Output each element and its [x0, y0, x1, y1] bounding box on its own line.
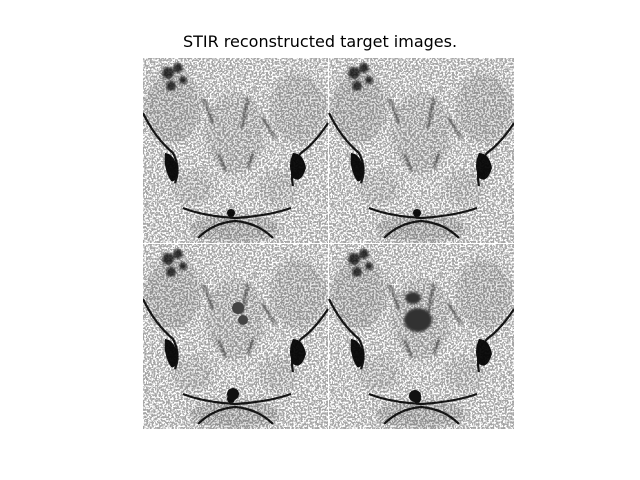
panel-top-right: [329, 58, 514, 243]
panel-bottom-right: [329, 244, 514, 429]
figure-title: STIR reconstructed target images.: [182, 32, 458, 51]
panel-bottom-left: [143, 244, 328, 429]
panel-top-left: [143, 58, 328, 243]
image-grid: [143, 58, 514, 429]
mri-mosaic: [143, 58, 514, 429]
